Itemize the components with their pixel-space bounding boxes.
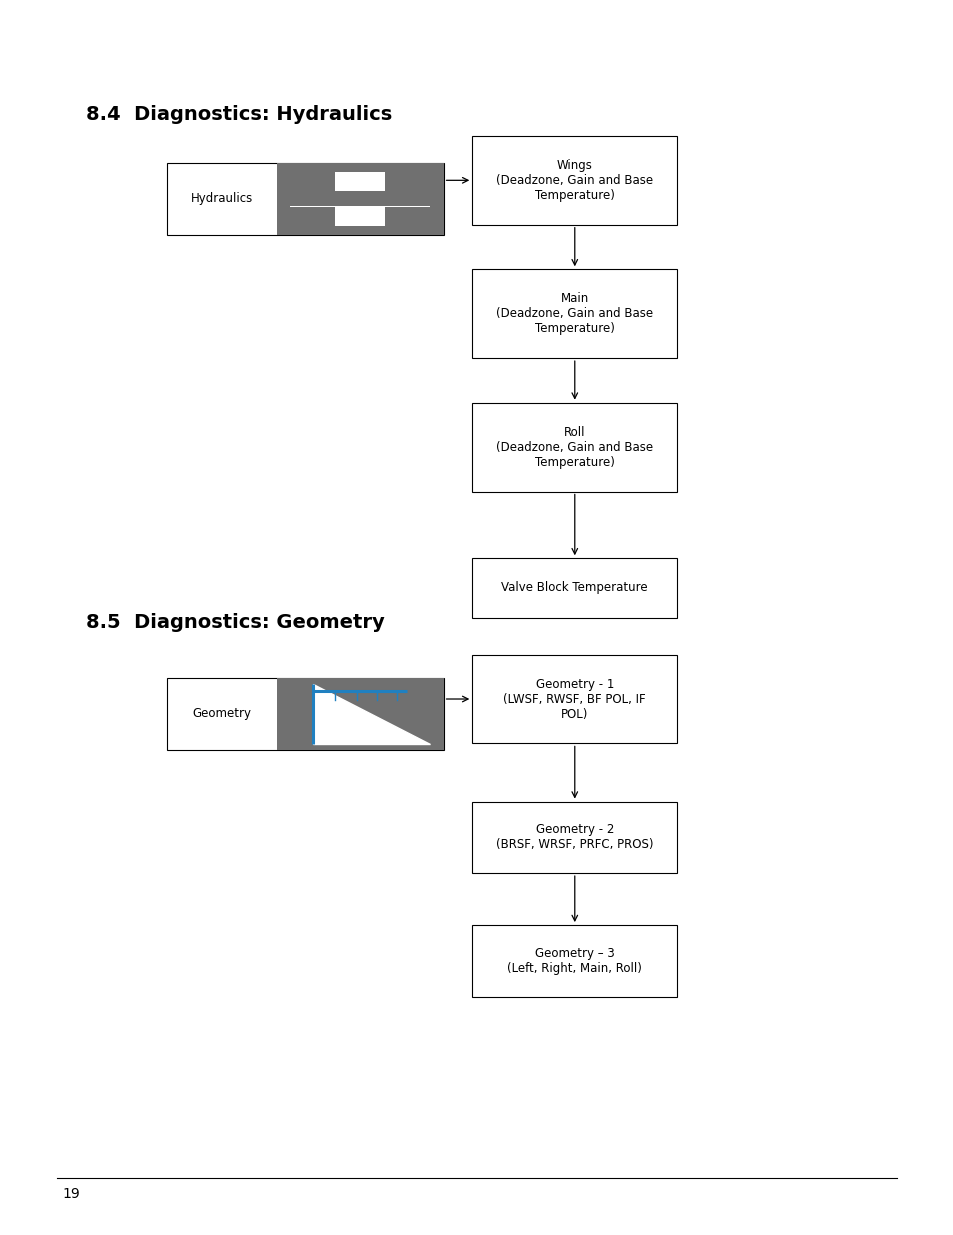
Bar [167,163,443,235]
Bar [385,207,430,226]
Text: Roll
(Deadzone, Gain and Base
Temperature): Roll (Deadzone, Gain and Base Temperatur… [496,426,653,468]
Bar [290,207,335,226]
Bar [290,172,335,190]
Text: Valve Block Temperature: Valve Block Temperature [501,582,647,594]
Bar [472,655,677,743]
Bar [472,925,677,997]
Bar [472,802,677,873]
Text: Wings
(Deadzone, Gain and Base
Temperature): Wings (Deadzone, Gain and Base Temperatu… [496,159,653,201]
Bar [276,678,443,750]
Bar [167,678,443,750]
Text: 19: 19 [62,1187,80,1202]
Text: Hydraulics: Hydraulics [191,193,253,205]
Text: Geometry - 2
(BRSF, WRSF, PRFC, PROS): Geometry - 2 (BRSF, WRSF, PRFC, PROS) [496,824,653,851]
Bar [472,403,677,492]
Bar [472,269,677,358]
Bar [276,163,443,235]
Bar [290,172,430,226]
Text: 8.5  Diagnostics: Geometry: 8.5 Diagnostics: Geometry [86,614,384,632]
Polygon shape [313,684,430,743]
Bar [472,136,677,225]
Text: 8.4  Diagnostics: Hydraulics: 8.4 Diagnostics: Hydraulics [86,105,392,124]
Text: Main
(Deadzone, Gain and Base
Temperature): Main (Deadzone, Gain and Base Temperatur… [496,293,653,335]
Text: Geometry – 3
(Left, Right, Main, Roll): Geometry – 3 (Left, Right, Main, Roll) [507,947,641,974]
Bar [290,191,430,206]
Bar [472,558,677,618]
Text: Geometry: Geometry [193,708,251,720]
Text: Geometry - 1
(LWSF, RWSF, BF POL, IF
POL): Geometry - 1 (LWSF, RWSF, BF POL, IF POL… [503,678,645,720]
Bar [385,172,430,190]
